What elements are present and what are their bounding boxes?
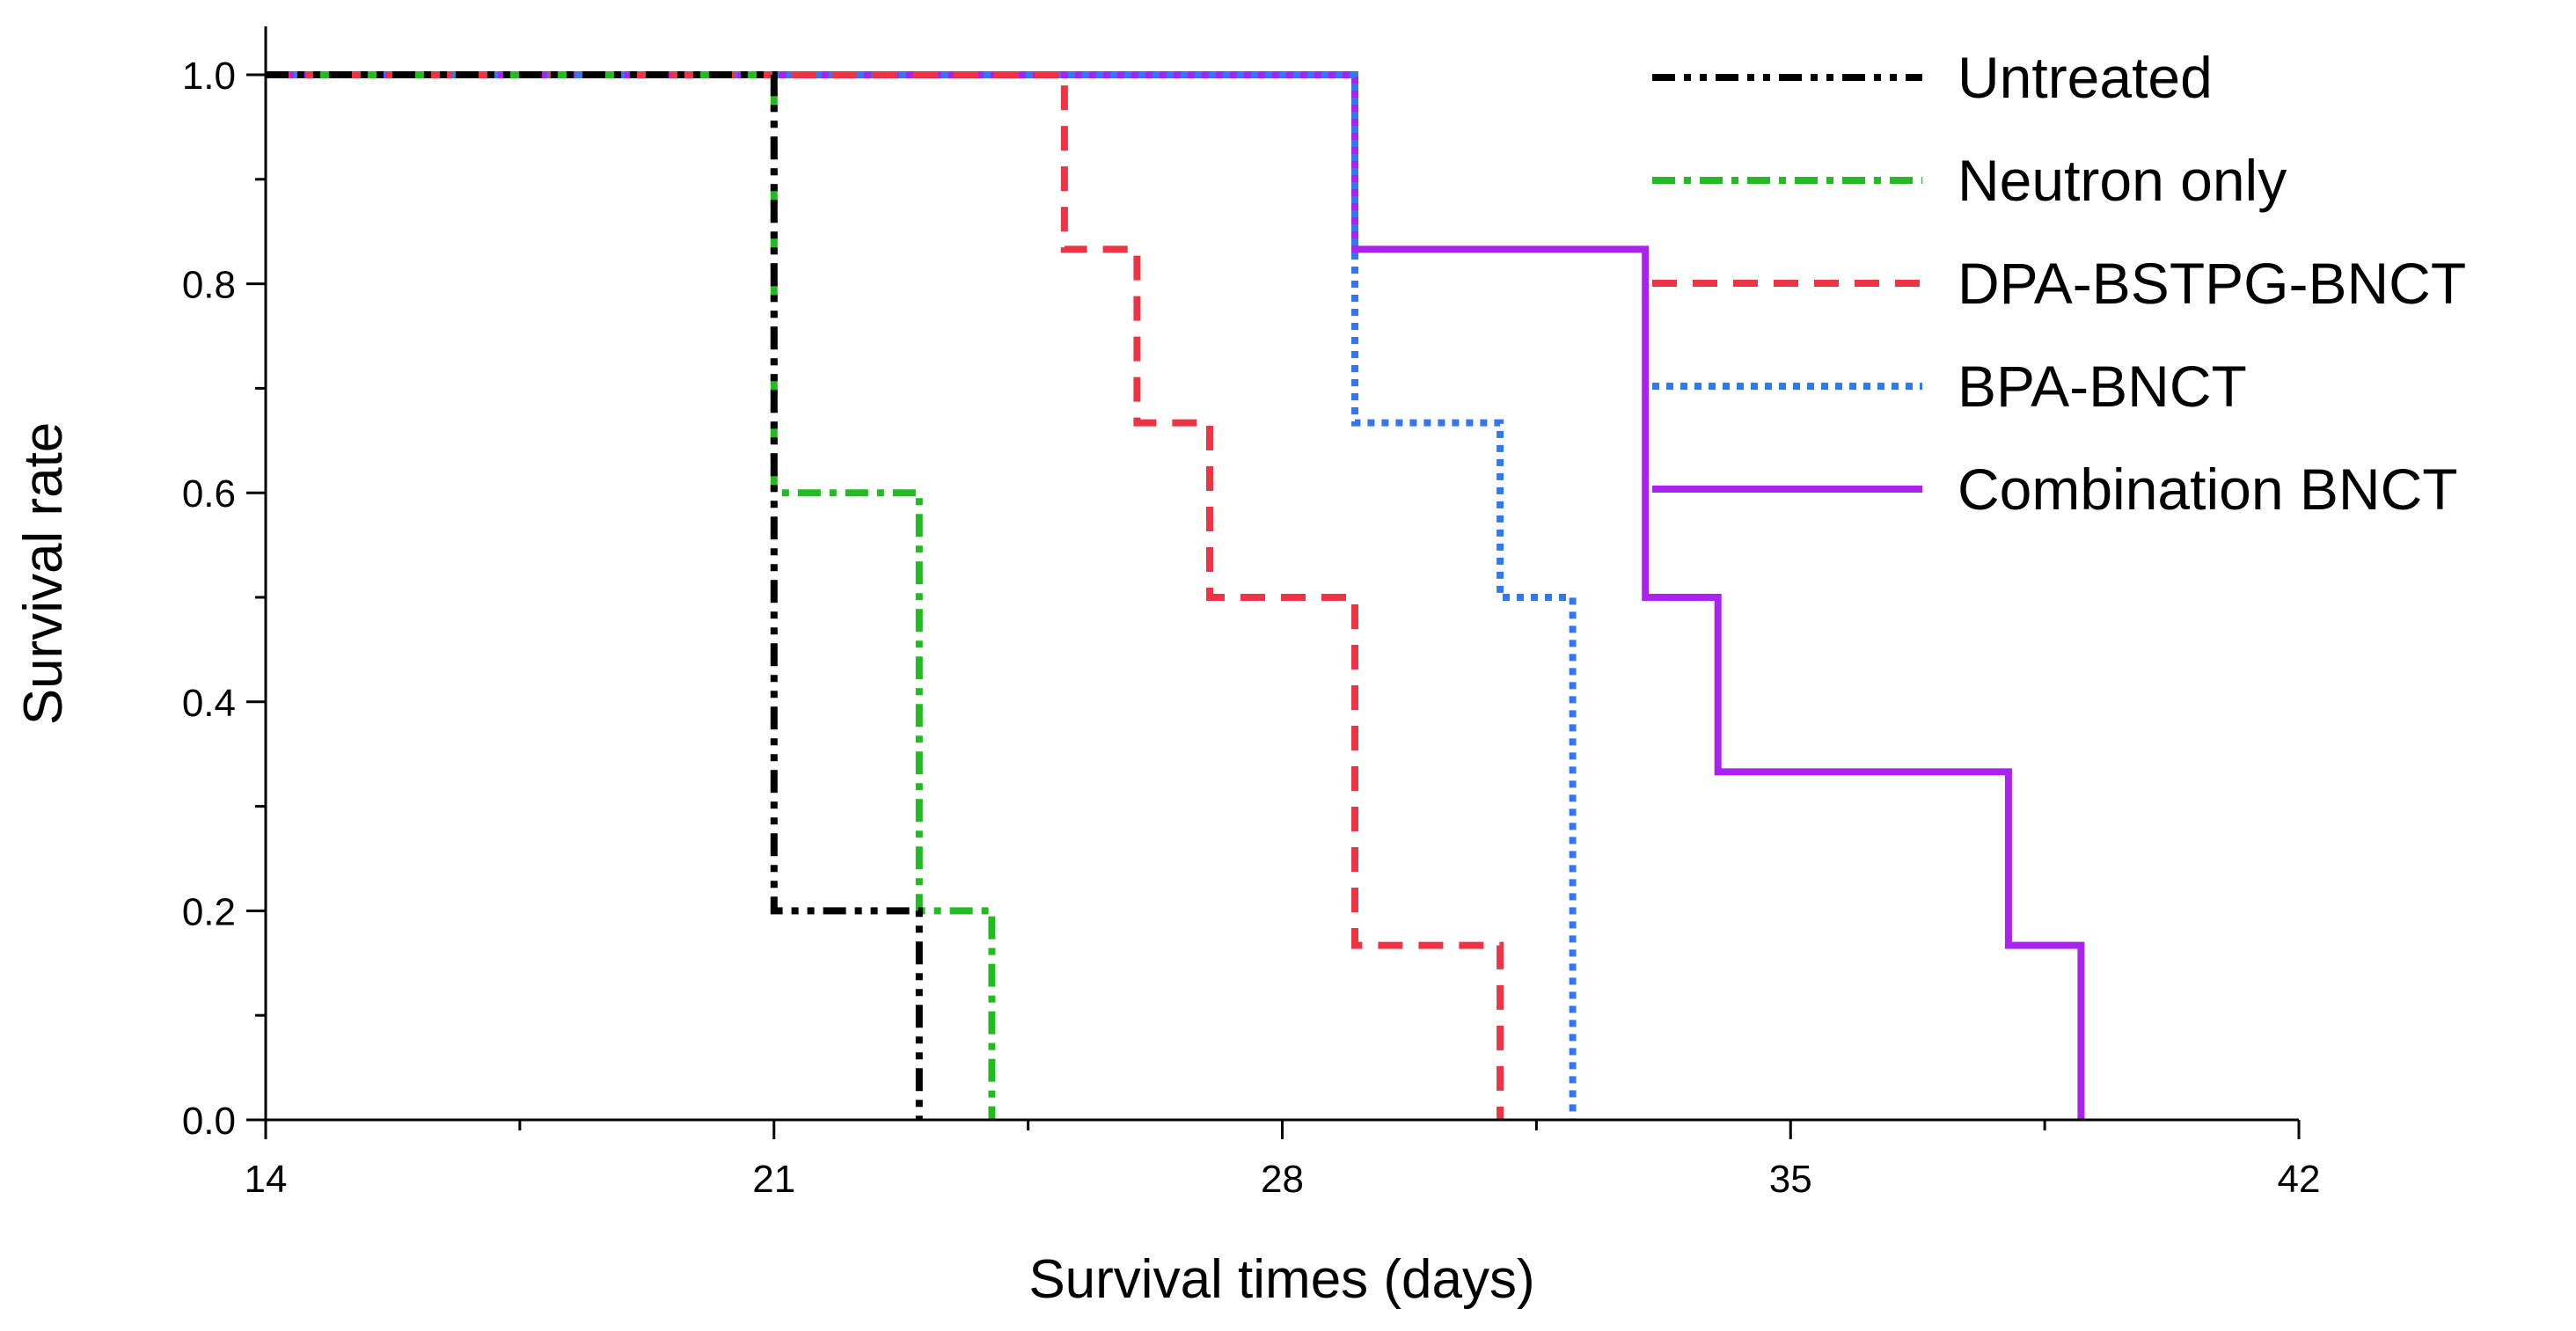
- legend-label: Combination BNCT: [1958, 457, 2458, 522]
- series-layer: [266, 71, 2085, 1120]
- ticks-layer: 14 21 28 35 42 0.0 0.2 0.4 0.6 0.8 1.0: [182, 55, 2321, 1201]
- legend-label: Untreated: [1958, 45, 2213, 110]
- x-tick-label: 28: [1261, 1158, 1304, 1201]
- x-tick-label: 21: [752, 1158, 795, 1201]
- legend-label: Neutron only: [1958, 148, 2287, 213]
- y-tick-label: 0.0: [182, 1100, 236, 1143]
- series-line-3: [266, 71, 1504, 1120]
- y-tick-label: 1.0: [182, 55, 236, 98]
- y-tick-label: 0.4: [182, 682, 236, 725]
- x-tick-label: 42: [2278, 1158, 2321, 1201]
- y-tick-label: 0.2: [182, 890, 236, 933]
- series-line-5: [266, 71, 2085, 1120]
- legend: Untreated Neutron only DPA-BSTPG-BNCT BPA-B…: [1652, 45, 2466, 522]
- series-line-1: [266, 71, 923, 1120]
- legend-label: BPA-BNCT: [1958, 354, 2247, 419]
- y-tick-label: 0.8: [182, 264, 236, 307]
- x-axis-title: Survival times (days): [1028, 1249, 1534, 1310]
- y-axis-title: Survival rate: [13, 422, 74, 726]
- series-line-4: [266, 71, 1577, 1120]
- series-line-2: [266, 71, 996, 1120]
- legend-label: DPA-BSTPG-BNCT: [1958, 251, 2466, 316]
- x-tick-label: 14: [245, 1158, 288, 1201]
- x-tick-label: 35: [1769, 1158, 1812, 1201]
- y-tick-label: 0.6: [182, 472, 236, 516]
